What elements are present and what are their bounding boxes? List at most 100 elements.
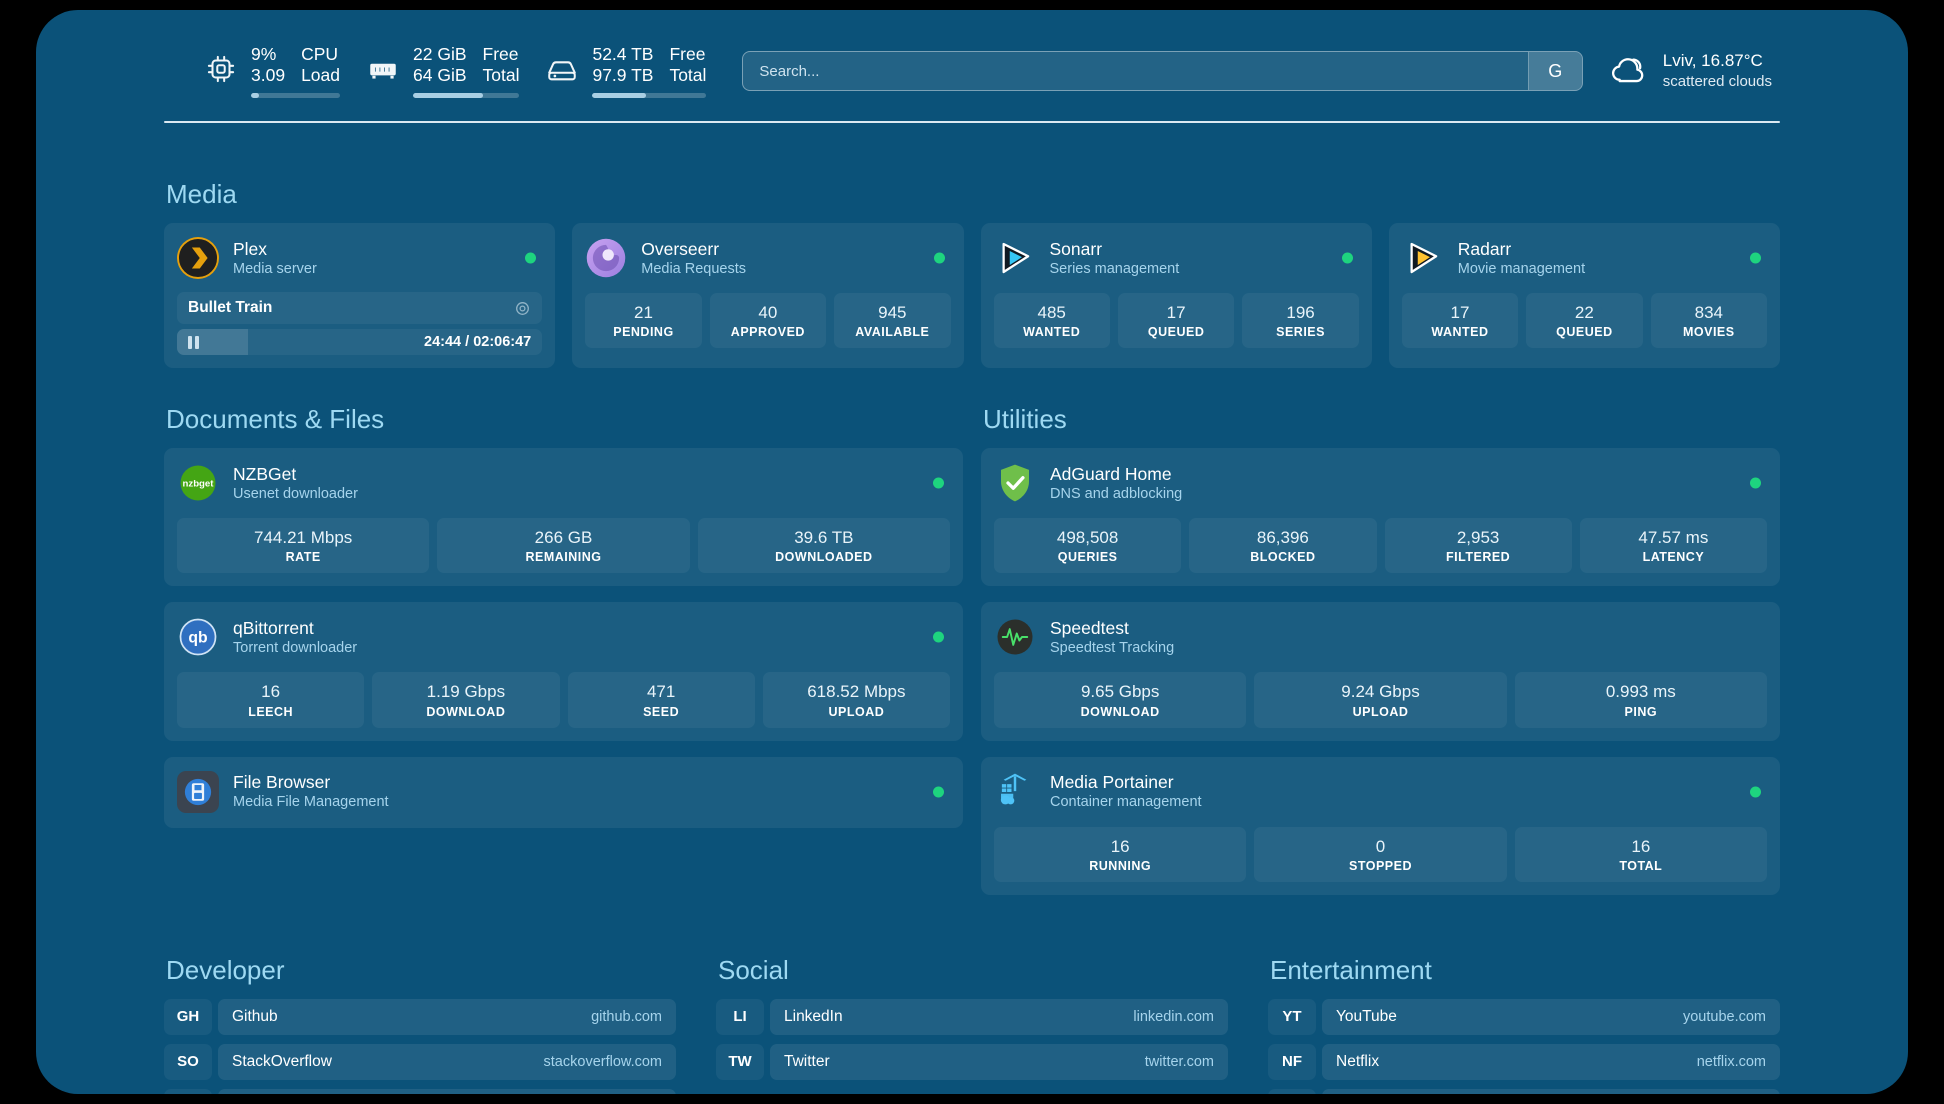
dashboard-page: 9% 3.09 CPU Load 22 GiB 64 GiB Free Total 52.4… — [36, 10, 1908, 1094]
resource-labels: Free Total — [669, 44, 706, 87]
bookmark-item[interactable]: GH Github github.com — [164, 998, 676, 1035]
card-header: Speedtest Speedtest Tracking — [994, 614, 1767, 660]
bookmark-item[interactable]: DT DEVdev.to — [164, 1088, 676, 1094]
stat-label: UPLOAD — [1352, 704, 1409, 719]
gear-icon[interactable] — [514, 300, 531, 317]
stat-value: 16 — [1110, 836, 1130, 856]
bookmark-link[interactable]: Netflix netflix.com — [1322, 1043, 1780, 1080]
bookmark-item[interactable]: LI LinkedIn linkedin.com — [716, 998, 1228, 1035]
bookmark-group-social: Social LI LinkedIn linkedin.com TW Twitter twi… — [716, 955, 1228, 1094]
stat-tile: 17 QUEUED — [1117, 293, 1235, 349]
svg-text:nzbget: nzbget — [183, 479, 215, 490]
service-card-file-browser[interactable]: File Browser Media File Management — [164, 756, 963, 828]
stat-value: 86,396 — [1256, 528, 1309, 547]
resource-label-1: Total — [669, 65, 707, 85]
stat-value: 21 — [634, 303, 653, 322]
resource-label-0: Free — [482, 43, 519, 64]
adguard-logo — [994, 462, 1036, 504]
stat-value: 471 — [646, 682, 676, 702]
card-header: Overseerr Media Requests — [585, 235, 950, 281]
service-card-media-portainer[interactable]: Media Portainer Container management 16 RUN… — [981, 756, 1780, 895]
resource-rows: 52.4 TB 97.9 TB Free Total — [592, 44, 706, 87]
card-titles: NZBGet Usenet downloader — [233, 463, 358, 504]
stat-label: DOWNLOADED — [775, 550, 873, 565]
bookmark-link[interactable]: StackOverflow stackoverflow.com — [218, 1043, 676, 1080]
bookmark-link[interactable]: YouTube youtube.com — [1322, 998, 1780, 1035]
service-card-sonarr[interactable]: Sonarr Series management 485 WANTED 17 QUEUED… — [980, 223, 1372, 368]
stat-tile: 22 QUEUED — [1526, 293, 1643, 349]
status-indicator — [1750, 477, 1761, 489]
bookmark-link[interactable]: Redditreddit.com — [1322, 1088, 1780, 1094]
bookmark-item[interactable]: SO StackOverflow stackoverflow.com — [164, 1043, 676, 1080]
service-card-adguard-home[interactable]: AdGuard Home DNS and adblocking 498,508 QUE… — [981, 448, 1780, 587]
service-card-radarr[interactable]: Radarr Movie management 17 WANTED 22 QUEUED 83… — [1388, 223, 1780, 368]
resource-rows: 22 GiB 64 GiB Free Total — [413, 44, 519, 87]
bookmark-item[interactable]: NF Netflix netflix.com — [1268, 1043, 1780, 1080]
service-card-plex[interactable]: Plex Media server Bullet Train 24:44 / 02:… — [164, 223, 556, 368]
bookmark-abbr: RE — [1268, 1088, 1316, 1094]
resource-widgets: 9% 3.09 CPU Load 22 GiB 64 GiB Free Total 52.4… — [204, 44, 732, 99]
resource-value-1: 97.9 TB — [592, 65, 654, 85]
stat-value: 9.24 Gbps — [1341, 682, 1420, 702]
bookmark-item[interactable]: TW Twitter twitter.com — [716, 1043, 1228, 1080]
resource-value-0: 22 GiB — [413, 43, 467, 64]
bookmark-abbr: GH — [164, 998, 212, 1035]
playback-progress-bar[interactable]: 24:44 / 02:06:47 — [177, 329, 543, 355]
search-input[interactable] — [743, 52, 1528, 90]
stat-label: PING — [1624, 704, 1658, 719]
bookmark-link[interactable]: Twitter twitter.com — [770, 1043, 1228, 1080]
bookmark-link[interactable]: Github github.com — [218, 998, 676, 1035]
stat-label: UPLOAD — [828, 704, 885, 719]
service-card-nzbget[interactable]: nzbget NZBGet Usenet downloader 744.21 Mbps… — [164, 448, 963, 587]
stat-value: 22 — [1574, 303, 1594, 322]
bookmark-group-title: Social — [718, 954, 789, 985]
stat-value: 744.21 Mbps — [254, 528, 353, 547]
search-engine-button[interactable]: G — [1527, 52, 1582, 90]
media-section: Media Plex Media server Bullet Train 24:44… — [164, 179, 1780, 368]
stat-value: 47.57 ms — [1638, 528, 1709, 547]
stat-value: 17 — [1450, 303, 1470, 322]
service-card-overseerr[interactable]: Overseerr Media Requests 21 PENDING 40 APPROV… — [572, 223, 964, 368]
bookmark-link[interactable]: DEVdev.to — [218, 1088, 676, 1094]
bookmark-list: YT YouTube youtube.com NF Netflix netflix.com… — [1268, 998, 1780, 1094]
service-subtitle: DNS and adblocking — [1050, 485, 1183, 502]
dashboard-inner: 9% 3.09 CPU Load 22 GiB 64 GiB Free Total 52.4… — [36, 10, 1908, 1094]
service-name: Overseerr — [641, 238, 720, 259]
card-titles: File Browser Media File Management — [233, 771, 389, 812]
bookmark-item[interactable]: YT YouTube youtube.com — [1268, 998, 1780, 1035]
card-stats: 744.21 Mbps RATE 266 GB REMAINING 39.6 TB DOW… — [177, 518, 950, 574]
resource-progress-fill — [413, 93, 484, 99]
stat-value: 0.993 ms — [1605, 682, 1676, 702]
card-header: Radarr Movie management — [1402, 235, 1767, 281]
bookmarks-area: Developer GH Github github.com SO StackOverfl… — [164, 955, 1780, 1094]
service-card-qbittorrent[interactable]: qb qBittorrent Torrent downloader 16 LEECH 1.… — [164, 602, 963, 741]
pause-icon[interactable] — [188, 335, 199, 349]
bookmark-abbr: LI — [716, 998, 764, 1035]
stat-label: SERIES — [1276, 325, 1325, 340]
stat-label: LEECH — [248, 704, 294, 719]
search-bar[interactable]: G — [742, 51, 1583, 91]
bookmark-abbr: TW — [716, 1043, 764, 1080]
card-stats: 21 PENDING 40 APPROVED 945 AVAILABLE — [585, 293, 951, 349]
bookmark-group-developer: Developer GH Github github.com SO StackOverfl… — [164, 955, 676, 1094]
stat-value: 40 — [758, 303, 778, 322]
stat-tile: 40 APPROVED — [709, 293, 827, 349]
status-indicator — [1750, 786, 1761, 797]
card-titles: Plex Media server — [233, 238, 317, 279]
card-stats: 16 LEECH 1.19 Gbps DOWNLOAD 471 SEED 618.52 Mb… — [177, 672, 950, 728]
resource-progress-fill — [592, 93, 647, 99]
service-name: Plex — [233, 238, 268, 259]
bookmark-item[interactable]: RE Redditreddit.com — [1268, 1088, 1780, 1094]
status-indicator — [933, 631, 944, 643]
bookmark-abbr: NF — [1268, 1043, 1316, 1080]
service-subtitle: Media Requests — [641, 260, 747, 277]
stat-tile: 266 GB REMAINING — [437, 518, 690, 574]
stat-tile: 485 WANTED — [993, 293, 1110, 349]
now-playing-bar[interactable]: Bullet Train — [177, 292, 543, 324]
resource-labels: CPU Load — [301, 44, 340, 87]
stat-tile: 86,396 BLOCKED — [1189, 518, 1377, 574]
service-card-speedtest[interactable]: Speedtest Speedtest Tracking 9.65 Gbps DOWN… — [981, 602, 1780, 741]
bookmark-link[interactable]: LinkedIn linkedin.com — [770, 998, 1228, 1035]
bookmark-name: Twitter — [784, 1052, 830, 1070]
stat-tile: 618.52 Mbps UPLOAD — [762, 672, 950, 728]
